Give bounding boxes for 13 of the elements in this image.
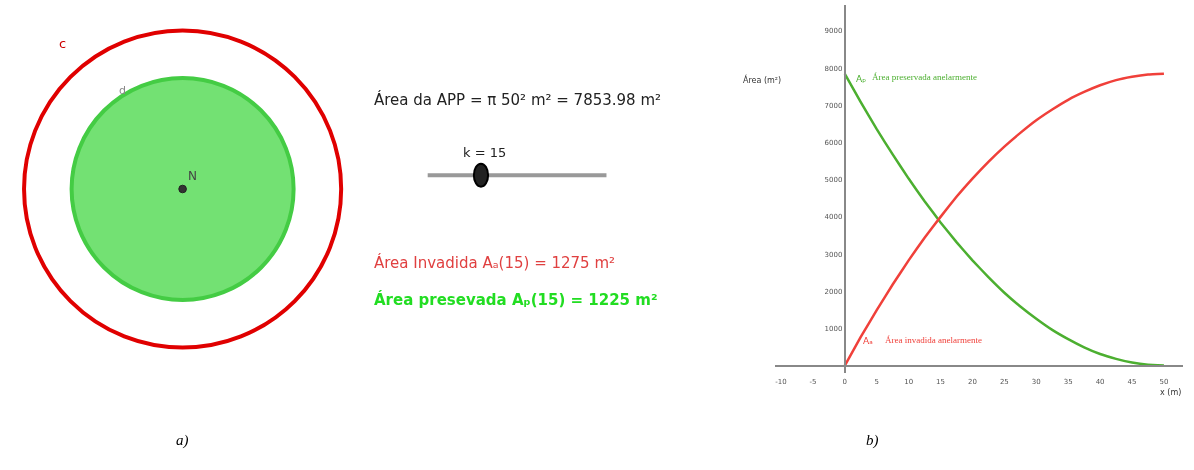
text: b) xyxy=(866,432,879,449)
text: Área da APP = π 50² m² = 7853.98 m² xyxy=(374,90,662,109)
y-axis-title: Área (m²) xyxy=(743,74,782,85)
annotation: Aₚ xyxy=(856,74,867,84)
text: Área preservada anelarmente xyxy=(872,72,977,82)
text: k = 15 xyxy=(463,145,507,160)
x-axis-title: x (m) xyxy=(1160,388,1182,397)
text: Área presevada Aₚ(15) = 1225 m² xyxy=(374,290,658,309)
text: Área invadida anelarmente xyxy=(885,335,982,345)
text: a) xyxy=(176,432,189,449)
annotation: Aₐ xyxy=(863,336,873,346)
line-series xyxy=(843,72,1166,367)
text: Área Invadida Aₐ(15) = 1275 m² xyxy=(374,253,616,272)
